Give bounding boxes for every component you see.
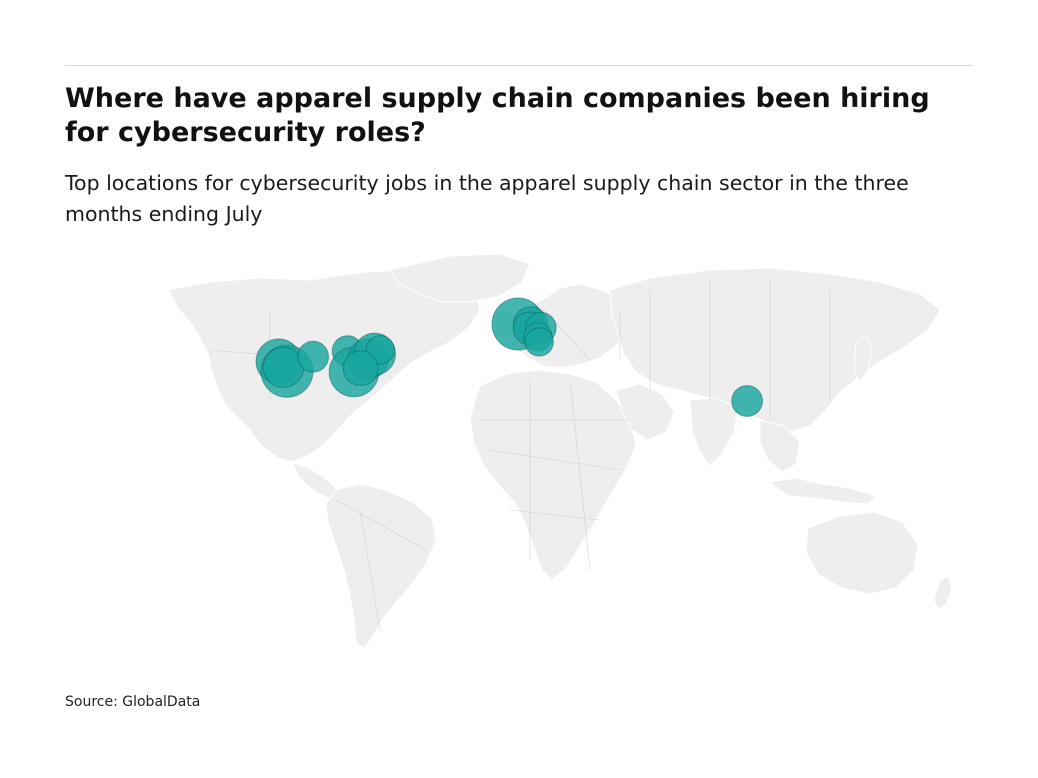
country-border: [335, 499, 427, 551]
land-australia: [805, 511, 919, 595]
land-greenland: [389, 253, 531, 303]
land-middle-east: [615, 383, 675, 441]
chart-subtitle: Top locations for cybersecurity jobs in …: [65, 171, 909, 226]
land-india: [689, 397, 739, 467]
world-map-svg: [167, 253, 953, 649]
land-indonesia: [768, 477, 877, 505]
top-divider: [65, 65, 973, 66]
country-border: [359, 509, 381, 631]
location-bubble[interactable]: [731, 385, 763, 417]
location-bubble[interactable]: [342, 350, 379, 386]
land-asia: [609, 267, 941, 433]
land-south-america: [325, 483, 437, 649]
location-bubble[interactable]: [524, 327, 554, 357]
land-new-zealand: [933, 575, 953, 611]
land-layer: [167, 253, 953, 649]
country-border: [489, 449, 621, 471]
location-bubble[interactable]: [297, 340, 330, 373]
country-border: [509, 509, 601, 521]
land-southeast-asia: [759, 419, 801, 473]
location-bubble[interactable]: [262, 346, 304, 389]
land-japan: [853, 335, 873, 383]
source-note: Source: GlobalData: [65, 694, 201, 710]
land-africa: [469, 369, 637, 581]
country-border: [569, 379, 591, 571]
bubble-layer: [255, 297, 763, 417]
chart-title: Where have apparel supply chain companie…: [65, 83, 930, 148]
world-map: [150, 250, 980, 660]
